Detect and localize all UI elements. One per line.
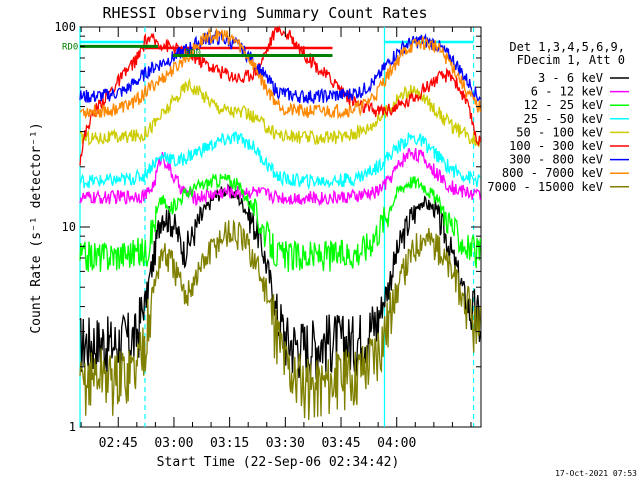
x-axis-label: Start Time (22-Sep-06 02:34:42) [157, 455, 400, 470]
legend-label: 25 - 50 keV [524, 112, 603, 126]
legend-label: 50 - 100 keV [516, 125, 603, 139]
y-tick-label: 10 [62, 220, 76, 234]
series-layer [79, 24, 481, 421]
attenuator-label: RD0 [62, 42, 78, 52]
y-tick-label: 100 [54, 20, 76, 34]
legend-label: 7000 - 15000 keV [487, 180, 603, 194]
series-line [79, 131, 481, 191]
legend-label: 100 - 300 keV [509, 139, 603, 153]
attenuator-layer: RD0 RD0 [62, 42, 333, 59]
legend: Det 1,3,4,5,6,9, FDecim 1, Att 0 3 - 6 k… [487, 40, 629, 194]
series-line [79, 219, 481, 421]
legend-title: Det 1,3,4,5,6,9, [509, 40, 625, 54]
x-tick-label: 03:15 [210, 436, 249, 451]
legend-label: 800 - 7000 keV [502, 166, 603, 180]
x-tick-label: 02:45 [99, 436, 138, 451]
y-tick-label: 1 [69, 420, 76, 434]
series-line [79, 30, 481, 104]
legend-label: 6 - 12 keV [531, 85, 603, 99]
x-tick-label: 03:45 [321, 436, 360, 451]
x-tick-label: 04:00 [377, 436, 416, 451]
y-axis-label: Count Rate (s⁻¹ detector⁻¹) [29, 122, 44, 333]
attenuator-label: RD0 [185, 49, 201, 59]
chart-title: RHESSI Observing Summary Count Rates [102, 4, 427, 22]
legend-label: 3 - 6 keV [538, 71, 603, 85]
series-line [79, 172, 481, 273]
series-line [79, 77, 481, 148]
x-tick-label: 03:30 [266, 436, 305, 451]
series-line [79, 147, 481, 207]
x-axis: 02:45 03:00 03:15 03:30 03:45 04:00 [80, 27, 472, 451]
series-line [79, 27, 481, 120]
legend-label: 12 - 25 keV [524, 98, 603, 112]
legend-label: 300 - 800 keV [509, 153, 603, 167]
series-line [79, 24, 481, 166]
legend-subtitle: FDecim 1, Att 0 [517, 53, 625, 67]
y-axis: 1 10 100 [54, 20, 481, 434]
x-tick-label: 03:00 [154, 436, 193, 451]
generated-timestamp: 17-Oct-2021 07:53 [555, 469, 637, 478]
